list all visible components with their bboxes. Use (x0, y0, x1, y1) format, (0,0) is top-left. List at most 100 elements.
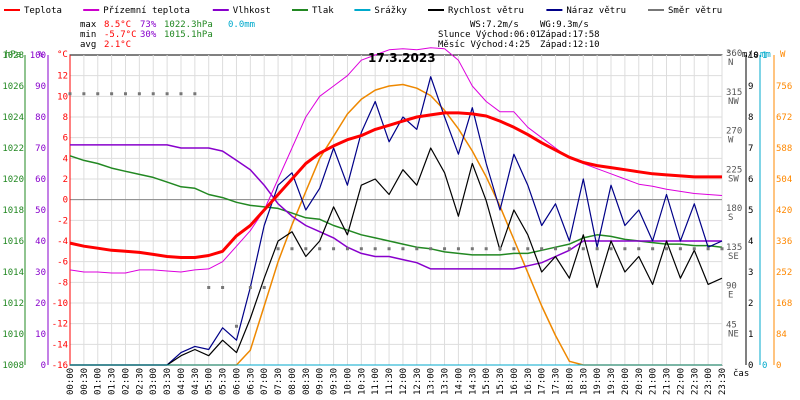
direction-compass: W (728, 136, 734, 146)
wind-direction-point (637, 247, 641, 251)
x-tick-label: 11:30 (385, 368, 395, 395)
temperature-tick: 4 (63, 154, 68, 164)
x-tick-label: 00:30 (80, 368, 90, 395)
pressure-tick: 1014 (2, 268, 24, 278)
solar-tick: 252 (776, 268, 792, 278)
wind-direction-point (720, 247, 724, 251)
x-tick-label: 16:30 (524, 368, 534, 395)
temperature-tick: -4 (57, 237, 68, 247)
x-tick-label: 21:00 (649, 368, 659, 395)
direction-tick: 315 (726, 88, 742, 98)
x-tick-label: 19:30 (607, 368, 617, 395)
x-tick-label: 08:30 (302, 368, 312, 395)
x-tick-label: 05:30 (219, 368, 229, 395)
x-tick-label: 21:30 (663, 368, 673, 395)
wind-direction-point (456, 247, 460, 251)
wind-direction-point (706, 247, 710, 251)
x-tick-label: 04:00 (177, 368, 187, 395)
x-tick-label: 23:30 (718, 368, 728, 395)
stat-min-hum: 30% (140, 30, 157, 40)
legend-label: Srážky (374, 6, 407, 16)
x-tick-label: 08:00 (288, 368, 298, 395)
stat-avg-label: avg (80, 40, 96, 50)
series-pressure (69, 155, 723, 256)
wind-direction-point (692, 247, 696, 251)
wind-direction-point (332, 247, 336, 251)
stat-min-press: 1015.1hPa (164, 30, 213, 40)
pressure-tick: 1026 (2, 82, 24, 92)
humidity-tick: 80 (35, 113, 46, 123)
x-tick-label: 19:00 (593, 368, 603, 395)
x-tick-label: 02:00 (121, 368, 131, 395)
x-tick-label: 13:00 (427, 368, 437, 395)
pressure-tick: 1018 (2, 206, 24, 216)
x-tick-label: 01:30 (108, 368, 118, 395)
legend-label: Tlak (312, 6, 334, 16)
wind-tick: 6 (748, 175, 753, 185)
x-tick-label: 17:00 (538, 368, 548, 395)
direction-compass: NW (728, 97, 739, 107)
direction-tick: 225 (726, 165, 742, 175)
wind-direction-point (304, 247, 308, 251)
wind-direction-point (443, 247, 447, 251)
humidity-tick: 60 (35, 175, 46, 185)
temperature-tick: -8 (57, 278, 68, 288)
wind-tick: 9 (748, 82, 753, 92)
direction-unit: ° (726, 50, 731, 60)
direction-compass: E (728, 291, 733, 301)
x-tick-label: 20:30 (635, 368, 645, 395)
x-tick-label: 07:00 (260, 368, 270, 395)
solar-tick: 84 (776, 330, 787, 340)
direction-tick: 180 (726, 204, 742, 214)
direction-compass: N (728, 58, 733, 68)
wind-direction-point (581, 247, 585, 251)
x-axis-label: čas (733, 368, 749, 379)
x-tick-label: 02:30 (135, 368, 145, 395)
wind-tick: 4 (748, 237, 753, 247)
wind-tick: 7 (748, 144, 753, 154)
x-tick-label: 09:30 (330, 368, 340, 395)
temperature-tick: -6 (57, 258, 68, 268)
temperature-tick: 6 (63, 134, 68, 144)
solar-tick: 672 (776, 113, 792, 123)
pressure-tick: 1024 (2, 113, 24, 123)
x-tick-label: 05:00 (205, 368, 215, 395)
wind-tick: 10 (748, 51, 759, 61)
wind-direction-point (151, 92, 155, 96)
direction-compass: SW (728, 174, 739, 184)
x-tick-label: 09:00 (316, 368, 326, 395)
series-ground-temperature (69, 47, 723, 274)
x-tick-label: 04:30 (191, 368, 201, 395)
wind-direction-point (567, 247, 571, 251)
moon-rise: Měsíc Východ:4:25 (438, 40, 530, 50)
wind-direction-point (123, 92, 127, 96)
solar-tick: 168 (776, 299, 792, 309)
stat-max-press: 1022.3hPa (164, 20, 213, 30)
info-panel: max 8.5°C 73% 1022.3hPa 0.0mm min -5.7°C… (80, 20, 749, 379)
wind-direction-point (262, 286, 266, 289)
wind-direction-point (137, 92, 141, 96)
direction-compass: NE (728, 329, 739, 339)
wind-ws: WS:7.2m/s (470, 20, 519, 30)
direction-compass: S (728, 213, 733, 223)
stat-max-temp: 8.5°C (104, 20, 131, 30)
x-tick-label: 07:30 (274, 368, 284, 395)
wind-direction-point (526, 247, 530, 251)
wind-direction-point (248, 286, 252, 289)
humidity-tick: 30 (35, 268, 46, 278)
wind-direction-point (276, 247, 280, 251)
stat-max-hum: 73% (140, 20, 157, 30)
x-tick-label: 20:00 (621, 368, 631, 395)
wind-direction-point (595, 247, 599, 251)
axes: 00:00 00:30 01:00 01:30 02:00 02:30 03:00 03:30… (2, 49, 792, 395)
legend-label: Náraz větru (566, 6, 626, 16)
pressure-tick: 1022 (2, 144, 24, 154)
humidity-unit: % (38, 50, 44, 60)
series-layer (68, 47, 724, 366)
wind-direction-point (82, 92, 86, 96)
direction-tick: 45 (726, 320, 737, 330)
temperature-tick: 10 (57, 92, 68, 102)
series-temperature (69, 111, 722, 259)
temperature-tick: 12 (57, 72, 68, 82)
temperature-tick: 0 (63, 196, 68, 206)
